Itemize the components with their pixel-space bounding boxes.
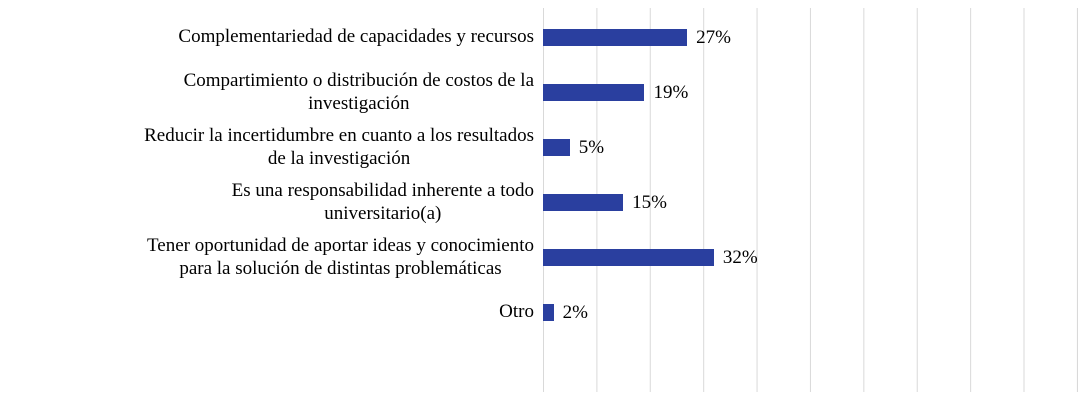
value-label: 27% [696, 26, 731, 48]
bar [543, 29, 688, 46]
category-label: Reducir la incertidumbre en cuanto a los… [0, 125, 543, 170]
bar [543, 249, 714, 266]
chart-row: Reducir la incertidumbre en cuanto a los… [0, 120, 1077, 175]
chart-rows: Complementariedad de capacidades y recur… [0, 10, 1077, 340]
bar [543, 139, 570, 156]
bar-track: 32% [543, 230, 1077, 285]
chart-row: Tener oportunidad de aportar ideas y con… [0, 230, 1077, 285]
value-label: 2% [562, 301, 588, 323]
category-label: Complementariedad de capacidades y recur… [0, 26, 543, 48]
bar-track: 27% [543, 10, 1077, 65]
bar-track: 15% [543, 175, 1077, 230]
value-label: 15% [632, 191, 667, 213]
category-label: Tener oportunidad de aportar ideas y con… [0, 235, 543, 280]
value-label: 19% [653, 81, 689, 103]
chart-row: Compartimiento o distribución de costos … [0, 65, 1077, 120]
bar [543, 84, 645, 101]
bar [543, 304, 554, 321]
chart-gridlines [543, 8, 1078, 392]
bar [543, 194, 624, 211]
category-label: Otro [0, 301, 543, 323]
chart-row: Otro 2% [0, 285, 1077, 340]
category-label-text: Complementariedad de capacidades y recur… [178, 26, 534, 48]
category-label-text: Compartimiento o distribución de costos … [183, 70, 534, 114]
category-label-text: Reducir la incertidumbre en cuanto a los… [144, 125, 534, 169]
category-label-text: Otro [499, 301, 534, 323]
category-label-text: Es una responsabilidad inherente a todo … [231, 180, 534, 224]
category-label-text: Tener oportunidad de aportar ideas y con… [147, 235, 534, 279]
chart-row: Complementariedad de capacidades y recur… [0, 10, 1077, 65]
bar-track: 19% [543, 65, 1077, 120]
bar-track: 2% [543, 285, 1077, 340]
category-label: Compartimiento o distribución de costos … [0, 70, 543, 115]
bar-track: 5% [543, 120, 1077, 175]
value-label: 32% [722, 246, 758, 268]
chart-row: Es una responsabilidad inherente a todo … [0, 175, 1077, 230]
category-label: Es una responsabilidad inherente a todo … [0, 180, 543, 225]
value-label: 5% [578, 136, 605, 158]
